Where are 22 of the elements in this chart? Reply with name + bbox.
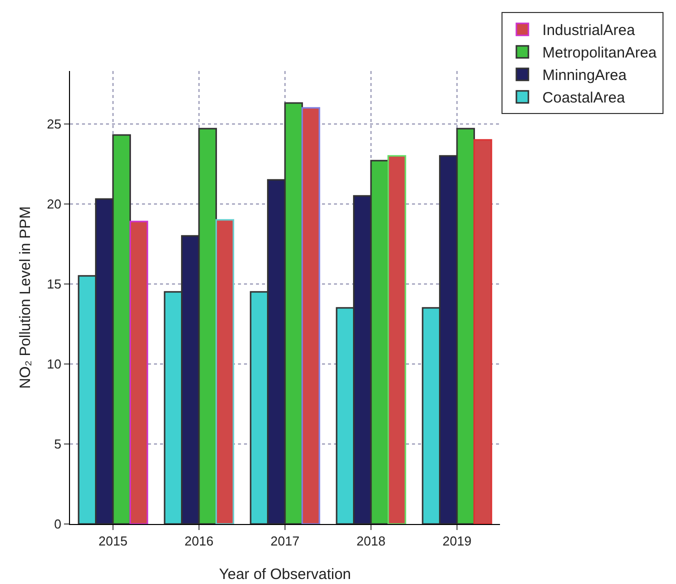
y-tick-label: 5 — [54, 436, 62, 452]
x-tick-label: 2019 — [442, 534, 472, 549]
bar — [301, 107, 320, 524]
x-tick-label: 2018 — [356, 534, 386, 549]
legend-label: MinningArea — [542, 67, 628, 84]
y-axis-title: NO₂ Pollution Level in PPM — [17, 206, 34, 389]
x-tick-label: 2016 — [184, 534, 214, 549]
legend-label: MetropolitanArea — [542, 44, 658, 62]
legend-label: IndustrialArea — [542, 22, 636, 40]
bar — [473, 139, 492, 524]
bar — [129, 220, 148, 524]
y-tick-label: 20 — [46, 196, 62, 212]
y-tick-label: 10 — [46, 356, 62, 372]
x-axis-title: Year of Observation — [218, 566, 352, 583]
y-tick-label: 0 — [54, 516, 62, 532]
y-tick-label: 15 — [46, 276, 62, 292]
x-tick-label: 2015 — [98, 534, 128, 549]
y-tick-label: 25 — [46, 116, 62, 132]
x-tick-label: 2017 — [270, 534, 300, 549]
bar — [215, 219, 234, 524]
bar — [387, 155, 406, 524]
legend-label: CoastalArea — [542, 90, 626, 107]
